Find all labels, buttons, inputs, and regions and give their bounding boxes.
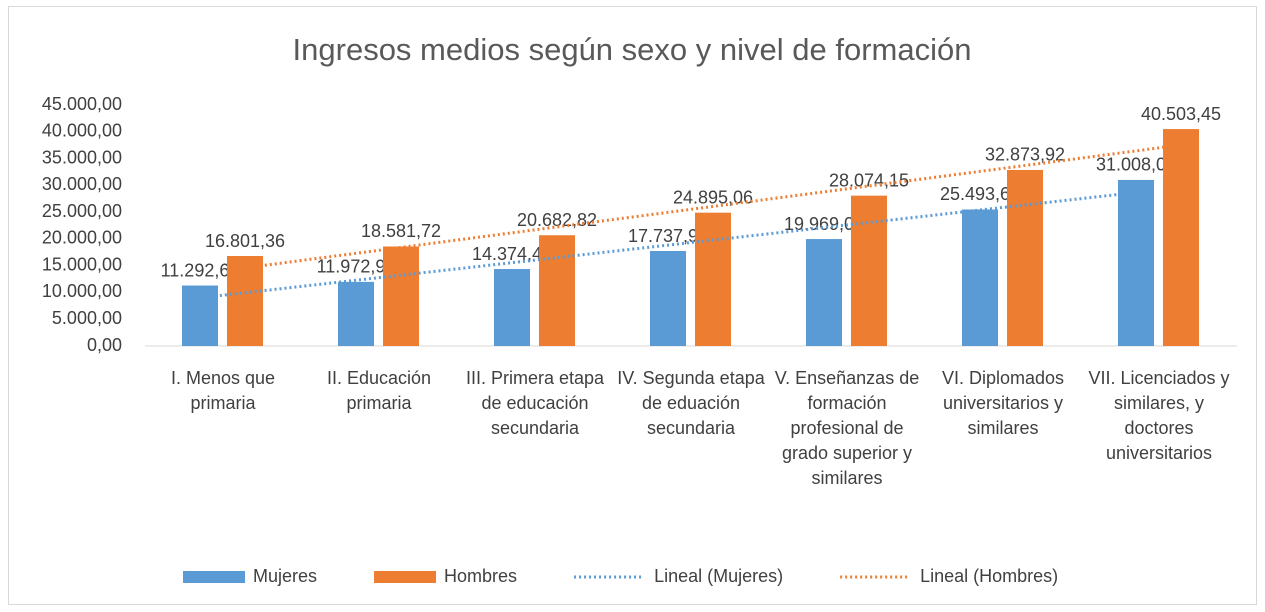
- x-tick-label: IV. Segunda etapa de eduación secundaria: [617, 368, 765, 438]
- trendline: [244, 143, 1182, 270]
- value-label: 24.895,06: [673, 187, 753, 207]
- x-tick-label: III. Primera etapa de educación secundar…: [465, 368, 605, 438]
- bar: [962, 209, 998, 346]
- bar: [1007, 169, 1043, 346]
- chart-title: Ingresos medios según sexo y nivel de fo…: [293, 32, 972, 67]
- value-label: 14.374,47: [472, 244, 552, 264]
- trendline: [199, 190, 1137, 300]
- y-tick-label: 30.000,00: [42, 174, 122, 194]
- legend-label: Lineal (Hombres): [920, 566, 1058, 586]
- y-tick-label: 25.000,00: [42, 201, 122, 221]
- bar: [695, 212, 731, 346]
- value-label: 40.503,45: [1141, 104, 1221, 124]
- value-label: 31.008,07: [1096, 155, 1176, 175]
- x-tick-label: VII. Licenciados y similares, y doctores…: [1088, 368, 1230, 463]
- x-tick-label: I. Menos que primaria: [170, 368, 276, 413]
- value-label: 11.972,92: [317, 257, 396, 277]
- x-tick-label: II. Educación primaria: [326, 368, 432, 413]
- y-tick-label: 45.000,00: [42, 94, 122, 114]
- y-tick-label: 0,00: [87, 335, 122, 355]
- value-label: 32.873,92: [985, 145, 1065, 165]
- bar: [1163, 129, 1199, 346]
- legend-swatch: [183, 571, 245, 583]
- y-tick-label: 40.000,00: [42, 121, 122, 141]
- x-tick-label: V. Enseñanzas de formación profesional d…: [774, 368, 920, 488]
- bar: [1118, 179, 1154, 346]
- value-label: 18.581,72: [361, 221, 441, 241]
- value-label: 17.737,98: [628, 226, 708, 246]
- value-label: 20.682,82: [517, 210, 597, 230]
- y-tick-label: 15.000,00: [42, 254, 122, 274]
- y-tick-label: 35.000,00: [42, 147, 122, 167]
- value-label: 16.801,36: [205, 231, 285, 251]
- bar: [338, 281, 374, 346]
- x-tick-label: VI. Diplomados universitarios y similare…: [941, 368, 1065, 438]
- bar: [650, 251, 686, 346]
- bar: [494, 269, 530, 346]
- legend-label: Lineal (Mujeres): [654, 566, 783, 586]
- bar: [182, 285, 218, 346]
- bar: [539, 235, 575, 346]
- bar: [806, 239, 842, 346]
- y-tick-label: 5.000,00: [52, 308, 122, 328]
- y-tick-label: 20.000,00: [42, 228, 122, 248]
- y-tick-label: 10.000,00: [42, 281, 122, 301]
- value-label: 19.969,08: [784, 214, 864, 234]
- value-label: 28.074,15: [829, 170, 909, 190]
- legend-label: Mujeres: [253, 566, 317, 586]
- value-label: 11.292,66: [161, 260, 240, 280]
- bar: [383, 246, 419, 346]
- legend-swatch: [374, 571, 437, 583]
- value-label: 25.493,61: [940, 184, 1020, 204]
- bar: [227, 256, 263, 346]
- bar: [851, 195, 887, 346]
- legend-label: Hombres: [444, 566, 517, 586]
